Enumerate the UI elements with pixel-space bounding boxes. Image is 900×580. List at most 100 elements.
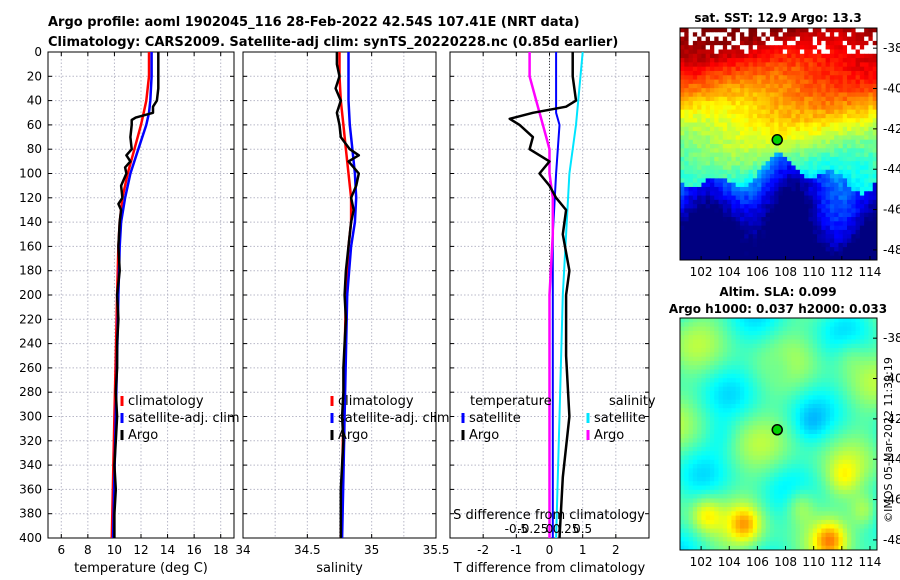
map-cell (842, 58, 848, 63)
map-cell (727, 83, 732, 89)
map-cell (838, 322, 844, 328)
map-cell (855, 251, 861, 257)
map-y-tick-label: -42 (883, 122, 900, 136)
map-cell (688, 66, 694, 72)
map-cell (684, 378, 690, 383)
map-cell (731, 429, 737, 435)
map-cell (761, 472, 767, 478)
map-cell (821, 459, 827, 465)
map-cell (812, 161, 818, 166)
map-cell (722, 122, 728, 128)
map-cell (782, 403, 788, 409)
map-cell (825, 83, 831, 89)
map-cell (855, 45, 861, 50)
map-cell (799, 348, 805, 353)
map-cell (808, 251, 814, 257)
map-cell (782, 66, 788, 72)
map-cell (795, 195, 801, 201)
map-cell (829, 191, 835, 197)
map-cell (718, 186, 724, 192)
map-cell (864, 32, 869, 38)
map-cell (864, 403, 869, 409)
map-cell (834, 92, 839, 98)
map-cell (705, 75, 711, 81)
map-cell (834, 204, 839, 209)
map-cell (799, 386, 805, 392)
map-cell (709, 356, 715, 362)
map-cell (709, 322, 715, 328)
map-cell (684, 53, 690, 59)
map-cell (838, 464, 844, 469)
map-cell (701, 416, 707, 422)
map-cell (855, 459, 861, 465)
map-cell (744, 109, 750, 115)
map-cell (782, 83, 788, 89)
map-cell (739, 373, 745, 379)
map-cell (680, 399, 685, 405)
map-cell (859, 105, 865, 111)
map-cell (817, 242, 822, 248)
map-cell (821, 217, 827, 222)
map-cell (864, 96, 869, 102)
map-cell (735, 459, 741, 465)
map-cell (821, 75, 827, 81)
map-cell (838, 182, 844, 188)
map-cell (829, 343, 835, 349)
map-cell (829, 122, 835, 128)
map-cell (787, 234, 792, 240)
map-cell (774, 481, 779, 487)
map-cell (851, 62, 857, 68)
map-cell (714, 378, 720, 383)
map-cell (684, 49, 690, 55)
map-cell (855, 221, 861, 227)
map-cell (688, 429, 694, 435)
map-cell (791, 343, 797, 349)
map-cell (804, 335, 809, 340)
map-cell (812, 391, 818, 396)
map-cell (817, 101, 822, 106)
map-cell (735, 88, 741, 93)
map-cell (688, 434, 694, 439)
map-cell (851, 498, 857, 504)
map-cell (688, 403, 694, 409)
map-cell (714, 335, 720, 340)
map-cell (842, 326, 848, 332)
argo-line (113, 52, 160, 538)
map-cell (709, 511, 715, 517)
map-cell (778, 58, 784, 63)
map-cell (744, 122, 750, 128)
map-cell (744, 343, 750, 349)
map-cell (718, 446, 724, 452)
map-cell (722, 96, 728, 102)
map-cell (868, 148, 874, 154)
map-cell (812, 75, 818, 81)
map-cell (825, 498, 831, 504)
map-cell (817, 373, 822, 379)
map-cell (748, 502, 754, 508)
map-cell (752, 403, 758, 409)
map-cell (761, 339, 767, 345)
map-cell (782, 58, 788, 63)
map-cell (697, 126, 702, 132)
map-cell (731, 178, 737, 184)
map-cell (872, 502, 878, 508)
map-cell (714, 438, 720, 444)
sla-map-title-2: Argo h1000: 0.037 h2000: 0.033 (669, 302, 887, 316)
map-cell (731, 242, 737, 248)
map-cell (718, 459, 724, 465)
map-cell (804, 434, 809, 439)
map-cell (748, 485, 754, 491)
map-cell (817, 204, 822, 209)
map-cell (744, 446, 750, 452)
map-cell (795, 126, 801, 132)
map-cell (705, 126, 711, 132)
map-cell (791, 498, 797, 504)
map-cell (829, 148, 835, 154)
map-cell (739, 326, 745, 332)
map-cell (829, 70, 835, 76)
map-cell (735, 178, 741, 184)
map-cell (688, 511, 694, 517)
map-cell (782, 318, 788, 323)
map-cell (804, 92, 809, 98)
map-cell (735, 208, 741, 214)
